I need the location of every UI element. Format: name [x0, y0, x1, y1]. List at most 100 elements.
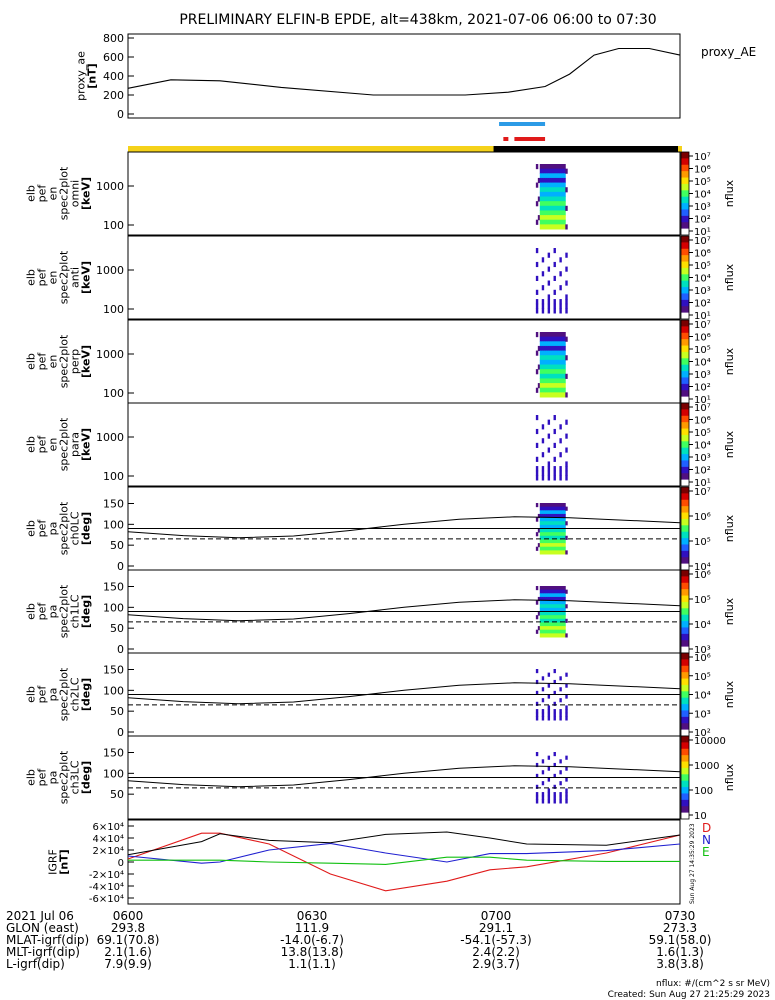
y-tick-label: -2×10⁴ [89, 870, 124, 881]
spectrogram-cell [539, 392, 543, 398]
spectrogram-cell [563, 168, 566, 174]
spectrogram-cell [559, 546, 562, 551]
info-row-label: GLON (east) [6, 921, 79, 935]
spectrogram-cell [559, 387, 562, 393]
spectrogram-cell [557, 187, 560, 193]
spectrogram-cell [563, 618, 566, 623]
spectrogram-cell [541, 336, 545, 342]
spectrogram-cell [539, 593, 543, 598]
colorbar-tick-label: 10⁶ [694, 512, 711, 523]
spectrogram-cell [553, 173, 556, 179]
spectrogram-cell [557, 219, 560, 225]
y-axis-label-line: elb [25, 436, 38, 453]
spectrogram-cell [547, 461, 551, 467]
spectrogram-cell [563, 387, 566, 393]
y-axis-label-line: spec2plot [58, 417, 71, 471]
spectrogram-cell [535, 470, 539, 476]
info-row-value: 0730 [665, 909, 696, 923]
spectrogram-cell [541, 615, 545, 620]
colorbar-segment [681, 767, 689, 775]
spectrogram-cell [563, 510, 566, 515]
spectrogram-cell [545, 177, 549, 184]
footer-created: Created: Sun Aug 27 21:25:29 2023 [608, 990, 770, 1000]
spectrogram-cell [559, 528, 562, 533]
spectrogram-cell [553, 191, 556, 197]
spectrogram-cell [545, 224, 549, 230]
colorbar-tick-label: 100 [694, 786, 713, 797]
colorbar-tick-label: 10⁶ [694, 653, 711, 664]
panels: 8006004002000proxy_AEproxy_ae[nT]1000100… [25, 32, 757, 905]
spectrogram-cell [559, 355, 562, 361]
spectrogram-cell [539, 373, 543, 379]
colorbar-segment [681, 267, 689, 275]
spectrogram-cell [565, 633, 568, 638]
spectrogram-cell [561, 626, 564, 631]
spectrogram-cell [535, 466, 539, 472]
colorbar-tick-label: 10⁵ [694, 595, 711, 606]
colorbar-label: nflux [723, 347, 736, 375]
spectrogram-cell [545, 539, 549, 544]
spectrogram-cell [535, 456, 539, 462]
spectrogram-cell [545, 173, 549, 179]
colorbar-label: nflux [723, 680, 736, 708]
colorbar-segment [681, 473, 689, 481]
spectrogram-cell [543, 513, 547, 519]
spectrogram-cell [557, 521, 560, 526]
spectrogram-cell [549, 589, 553, 594]
colorbar-tick-label: 10⁴ [694, 562, 711, 573]
spectrogram-cell [545, 387, 549, 393]
spectrogram-cell [543, 546, 547, 551]
spectrogram-cell [557, 191, 560, 197]
spectrogram-cell [543, 596, 547, 602]
spectrogram-cell [549, 532, 553, 537]
stamp-text: Sun Aug 27 14:35:29 2023 [689, 823, 696, 904]
spectrogram-cell [535, 669, 539, 674]
spectrogram-cell [555, 618, 558, 623]
colorbar-label-text: nflux [723, 763, 736, 791]
spectrogram-cell [551, 596, 554, 602]
spectrogram-cell [557, 359, 560, 365]
colorbar-label-text: nflux [723, 347, 736, 375]
spectrogram-cell [541, 345, 545, 352]
y-tick-label: 1000 [96, 180, 124, 193]
spectrogram-cell [535, 615, 539, 620]
spectrogram-cell [547, 683, 551, 688]
spectrogram-cell [553, 604, 556, 609]
spectrogram-cell [557, 210, 560, 216]
spectrogram-cell [563, 196, 566, 202]
spectrogram-cell [543, 604, 547, 609]
spectrogram-cell [545, 210, 549, 216]
spectrogram-cell [549, 521, 553, 526]
spectrogram-cell [563, 210, 566, 216]
spectrogram-cell [557, 626, 560, 631]
y-axis-label-line: ch3LC [69, 760, 82, 794]
spectrogram-cell [555, 528, 558, 533]
colorbar-segment [681, 672, 689, 680]
spectrogram-cell [541, 392, 545, 398]
y-tick-label: 100 [103, 767, 124, 780]
spectrogram-cell [559, 792, 562, 797]
spectrogram-cell [563, 215, 566, 221]
y-axis-label-line: pef [36, 352, 49, 371]
spectrogram-cell [557, 364, 560, 370]
colorbar-segment [681, 403, 689, 410]
spectrogram-cell [563, 517, 566, 522]
spectrogram-cell [559, 618, 562, 623]
spectrogram-cell [559, 201, 562, 207]
spectrogram-cell [563, 626, 566, 631]
spectrogram-cell [545, 586, 549, 591]
y-axis-label-line: elb [25, 603, 38, 620]
spectrogram-cell [545, 201, 549, 207]
spectrogram-cell [553, 345, 556, 352]
spectrogram-cell [535, 350, 539, 356]
spectrogram-cell [541, 383, 545, 389]
colorbar: 10000 1000 100 10 nflux [680, 735, 736, 822]
spectrogram-cell [543, 164, 547, 170]
colorbar-segment [681, 582, 689, 590]
spectrogram-cell [553, 369, 556, 375]
loss-cone-line [127, 516, 681, 539]
spectrogram-cell [551, 345, 554, 352]
spectrogram-cell [563, 224, 566, 230]
